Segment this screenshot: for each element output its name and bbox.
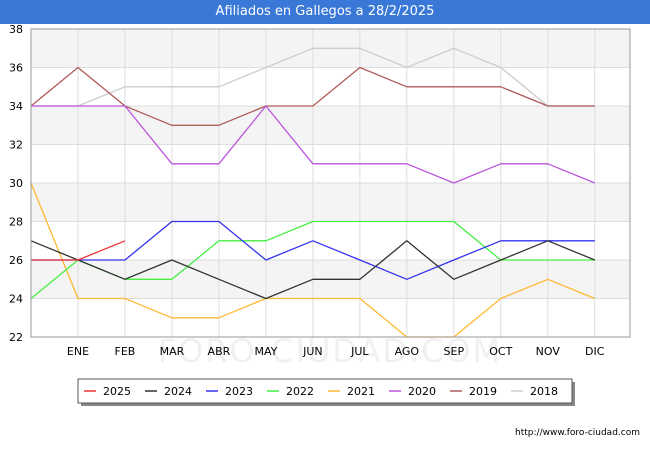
plot-area-border xyxy=(30,28,631,338)
legend-label-2019: 2019 xyxy=(469,385,497,398)
x-tick-label: JUL xyxy=(350,345,369,358)
legend-label-2025: 2025 xyxy=(103,385,131,398)
series-line-2020 xyxy=(31,105,596,184)
x-tick-label: ENE xyxy=(67,345,89,358)
series-line-2018 xyxy=(31,47,595,107)
legend-label-2021: 2021 xyxy=(347,385,375,398)
x-tick-label: NOV xyxy=(536,345,561,358)
legend-label-2024: 2024 xyxy=(164,385,192,398)
watermark: FORO-CIUDAD.COM xyxy=(158,332,503,370)
x-tick-label: MAY xyxy=(254,345,277,358)
series-line-2024 xyxy=(30,240,596,300)
y-tick-label: 30 xyxy=(9,177,23,190)
series-layer xyxy=(30,47,596,338)
legend-label-2020: 2020 xyxy=(408,385,436,398)
x-tick-label: FEB xyxy=(115,345,136,358)
x-axis: ENE FEB MAR ABR MAY JUN JUL AGO SEP OCT NOV DIC xyxy=(67,345,605,358)
x-tick-label: DIC xyxy=(585,345,605,358)
series-line-2023 xyxy=(31,220,595,280)
series-line-2021 xyxy=(30,182,596,338)
y-tick-label: 24 xyxy=(9,293,23,306)
x-tick-label: JUN xyxy=(302,345,323,358)
x-tick-label: ABR xyxy=(208,345,231,358)
x-tick-label: OCT xyxy=(489,345,512,358)
y-tick-label: 38 xyxy=(9,24,23,36)
legend-label-2023: 2023 xyxy=(225,385,253,398)
y-tick-label: 28 xyxy=(9,216,23,229)
series-line-2025 xyxy=(31,240,126,261)
legend-box xyxy=(77,378,573,404)
y-tick-label: 32 xyxy=(9,139,23,152)
x-tick-label: AGO xyxy=(395,345,420,358)
chart-title: Afiliados en Gallegos a 28/2/2025 xyxy=(0,0,650,24)
x-tick-label: MAR xyxy=(160,345,185,358)
legend-label-2018: 2018 xyxy=(530,385,558,398)
y-tick-label: 36 xyxy=(9,62,23,75)
source-url: http://www.foro-ciudad.com xyxy=(515,428,640,438)
plot-band xyxy=(31,183,630,222)
y-axis: 22 24 26 28 30 32 34 36 38 xyxy=(9,24,23,344)
x-tick-label: SEP xyxy=(444,345,465,358)
y-tick-label: 22 xyxy=(9,331,23,344)
legend: 2025 2024 2023 2022 2021 2020 2019 2018 xyxy=(77,378,575,406)
plot-band xyxy=(31,106,630,145)
line-chart: FORO-CIUDAD.COM 22 24 26 28 30 32 34 36 38 ENE FE… xyxy=(9,24,631,406)
legend-label-2022: 2022 xyxy=(286,385,314,398)
plot-bands xyxy=(31,29,630,299)
y-tick-label: 34 xyxy=(9,100,23,113)
y-tick-label: 26 xyxy=(9,254,23,267)
